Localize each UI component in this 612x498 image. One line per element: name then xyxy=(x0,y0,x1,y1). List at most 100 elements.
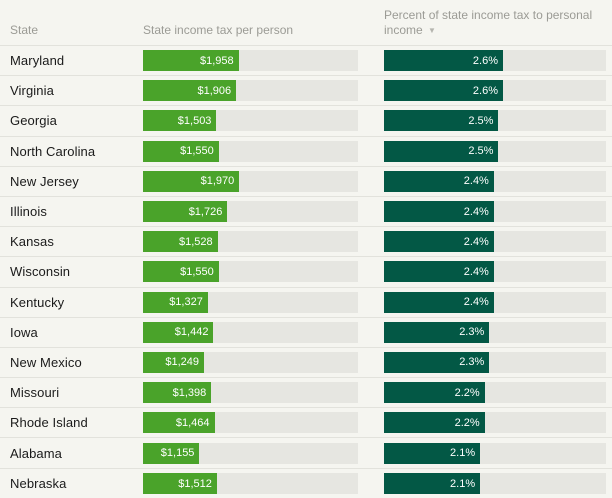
tax-bar-track: $1,442 xyxy=(143,321,358,343)
pct-bar-label: 2.4% xyxy=(463,296,489,309)
pct-bar-fill: 2.4% xyxy=(384,231,494,253)
tax-bar-fill: $1,503 xyxy=(143,110,217,132)
pct-bar-label: 2.4% xyxy=(463,175,489,188)
pct-bar-track: 2.2% xyxy=(384,412,606,434)
table-row: Iowa $1,442 2.3% xyxy=(0,318,612,348)
pct-bar-track: 2.1% xyxy=(384,473,606,495)
pct-bar-label: 2.3% xyxy=(459,326,485,339)
sort-descending-icon[interactable]: ▼ xyxy=(428,26,436,35)
pct-bar-track: 2.3% xyxy=(384,321,606,343)
pct-bar-label: 2.1% xyxy=(450,477,476,490)
pct-bar-label: 2.4% xyxy=(463,235,489,248)
table-row: Maryland $1,958 2.6% xyxy=(0,46,612,77)
table-row: Illinois $1,726 2.4% xyxy=(0,197,612,228)
pct-bar-fill: 2.1% xyxy=(384,442,481,464)
tax-bar-label: $1,512 xyxy=(178,477,212,490)
tax-bar-track: $1,155 xyxy=(143,442,358,464)
tax-bar-track: $1,503 xyxy=(143,110,358,132)
tax-bar-track: $1,958 xyxy=(143,50,358,72)
pct-bar-fill: 2.4% xyxy=(384,201,494,223)
pct-bar-fill: 2.5% xyxy=(384,110,499,132)
tax-bar-label: $1,398 xyxy=(172,386,207,399)
pct-bar-fill: 2.4% xyxy=(384,261,494,283)
table-row: Rhode Island $1,464 2.2% xyxy=(0,408,612,439)
column-header-tax-per-person[interactable]: State income tax per person xyxy=(143,23,294,37)
state-label: Iowa xyxy=(10,324,38,340)
column-header-percent-income[interactable]: Percent of state income tax to personal … xyxy=(384,8,606,38)
table-header-row: State State income tax per person Percen… xyxy=(0,0,612,46)
tax-bar-track: $1,906 xyxy=(143,80,358,102)
state-label: Missouri xyxy=(10,385,60,401)
state-label: Nebraska xyxy=(10,476,67,492)
pct-bar-track: 2.6% xyxy=(384,80,606,102)
tax-bar-fill: $1,970 xyxy=(143,170,240,192)
pct-bar-fill: 2.3% xyxy=(384,321,490,343)
column-header-state[interactable]: State xyxy=(10,23,39,37)
table-row: Wisconsin $1,550 2.4% xyxy=(0,257,612,288)
table-row: Missouri $1,398 2.2% xyxy=(0,378,612,409)
pct-bar-label: 2.6% xyxy=(472,84,498,97)
tax-bar-fill: $1,958 xyxy=(143,50,239,72)
pct-bar-track: 2.6% xyxy=(384,50,606,72)
pct-bar-label: 2.2% xyxy=(454,416,480,429)
pct-bar-track: 2.4% xyxy=(384,170,606,192)
pct-bar-label: 2.5% xyxy=(468,114,494,127)
pct-bar-track: 2.1% xyxy=(384,442,606,464)
state-label: New Jersey xyxy=(10,173,79,189)
pct-bar-label: 2.6% xyxy=(472,54,498,67)
pct-bar-label: 2.5% xyxy=(468,145,494,158)
table-row: Virginia $1,906 2.6% xyxy=(0,76,612,107)
tax-bar-label: $1,442 xyxy=(174,326,209,339)
table-row: Nebraska $1,512 2.1% xyxy=(0,469,612,498)
table-body: Maryland $1,958 2.6% Virginia $1,906 2.6… xyxy=(0,46,612,498)
tax-bar-fill: $1,528 xyxy=(143,231,218,253)
tax-bar-label: $1,327 xyxy=(169,296,203,309)
state-label: Wisconsin xyxy=(10,264,71,280)
state-label: New Mexico xyxy=(10,354,82,370)
state-label: Kentucky xyxy=(10,294,65,310)
state-label: Alabama xyxy=(10,445,63,461)
pct-bar-fill: 2.6% xyxy=(384,80,503,102)
table-row: Alabama $1,155 2.1% xyxy=(0,438,612,469)
tax-bar-label: $1,464 xyxy=(175,416,210,429)
pct-bar-track: 2.2% xyxy=(384,382,606,404)
tax-bar-label: $1,906 xyxy=(197,84,232,97)
tax-bar-label: $1,249 xyxy=(165,356,200,369)
pct-bar-track: 2.4% xyxy=(384,261,606,283)
state-label: Maryland xyxy=(10,53,65,69)
tax-bar-track: $1,327 xyxy=(143,291,358,313)
tax-bar-fill: $1,726 xyxy=(143,201,228,223)
pct-bar-fill: 2.2% xyxy=(384,412,485,434)
tax-bar-label: $1,726 xyxy=(188,205,223,218)
tax-bar-track: $1,464 xyxy=(143,412,358,434)
state-label: Illinois xyxy=(10,204,47,220)
state-label: Rhode Island xyxy=(10,415,88,431)
pct-bar-fill: 2.6% xyxy=(384,50,503,72)
pct-bar-fill: 2.4% xyxy=(384,170,494,192)
tax-bar-label: $1,970 xyxy=(200,175,235,188)
pct-bar-label: 2.3% xyxy=(459,356,485,369)
tax-bar-fill: $1,464 xyxy=(143,412,215,434)
table-row: Georgia $1,503 2.5% xyxy=(0,106,612,137)
tax-bar-fill: $1,398 xyxy=(143,382,212,404)
tax-bar-track: $1,970 xyxy=(143,170,358,192)
table-row: New Mexico $1,249 2.3% xyxy=(0,348,612,379)
tax-bar-label: $1,958 xyxy=(200,54,234,67)
tax-bar-label: $1,550 xyxy=(180,265,214,278)
tax-bar-fill: $1,327 xyxy=(143,291,208,313)
pct-bar-fill: 2.3% xyxy=(384,351,490,373)
tax-bar-fill: $1,155 xyxy=(143,442,200,464)
tax-bar-track: $1,528 xyxy=(143,231,358,253)
tax-bar-fill: $1,550 xyxy=(143,261,219,283)
tax-bar-fill: $1,442 xyxy=(143,321,214,343)
state-label: Georgia xyxy=(10,113,57,129)
tax-bar-track: $1,398 xyxy=(143,382,358,404)
tax-bar-label: $1,528 xyxy=(179,235,213,248)
table-row: North Carolina $1,550 2.5% xyxy=(0,137,612,167)
pct-bar-fill: 2.4% xyxy=(384,291,494,313)
tax-bar-track: $1,512 xyxy=(143,473,358,495)
pct-bar-label: 2.4% xyxy=(463,265,489,278)
table-row: Kansas $1,528 2.4% xyxy=(0,227,612,258)
pct-bar-track: 2.3% xyxy=(384,351,606,373)
